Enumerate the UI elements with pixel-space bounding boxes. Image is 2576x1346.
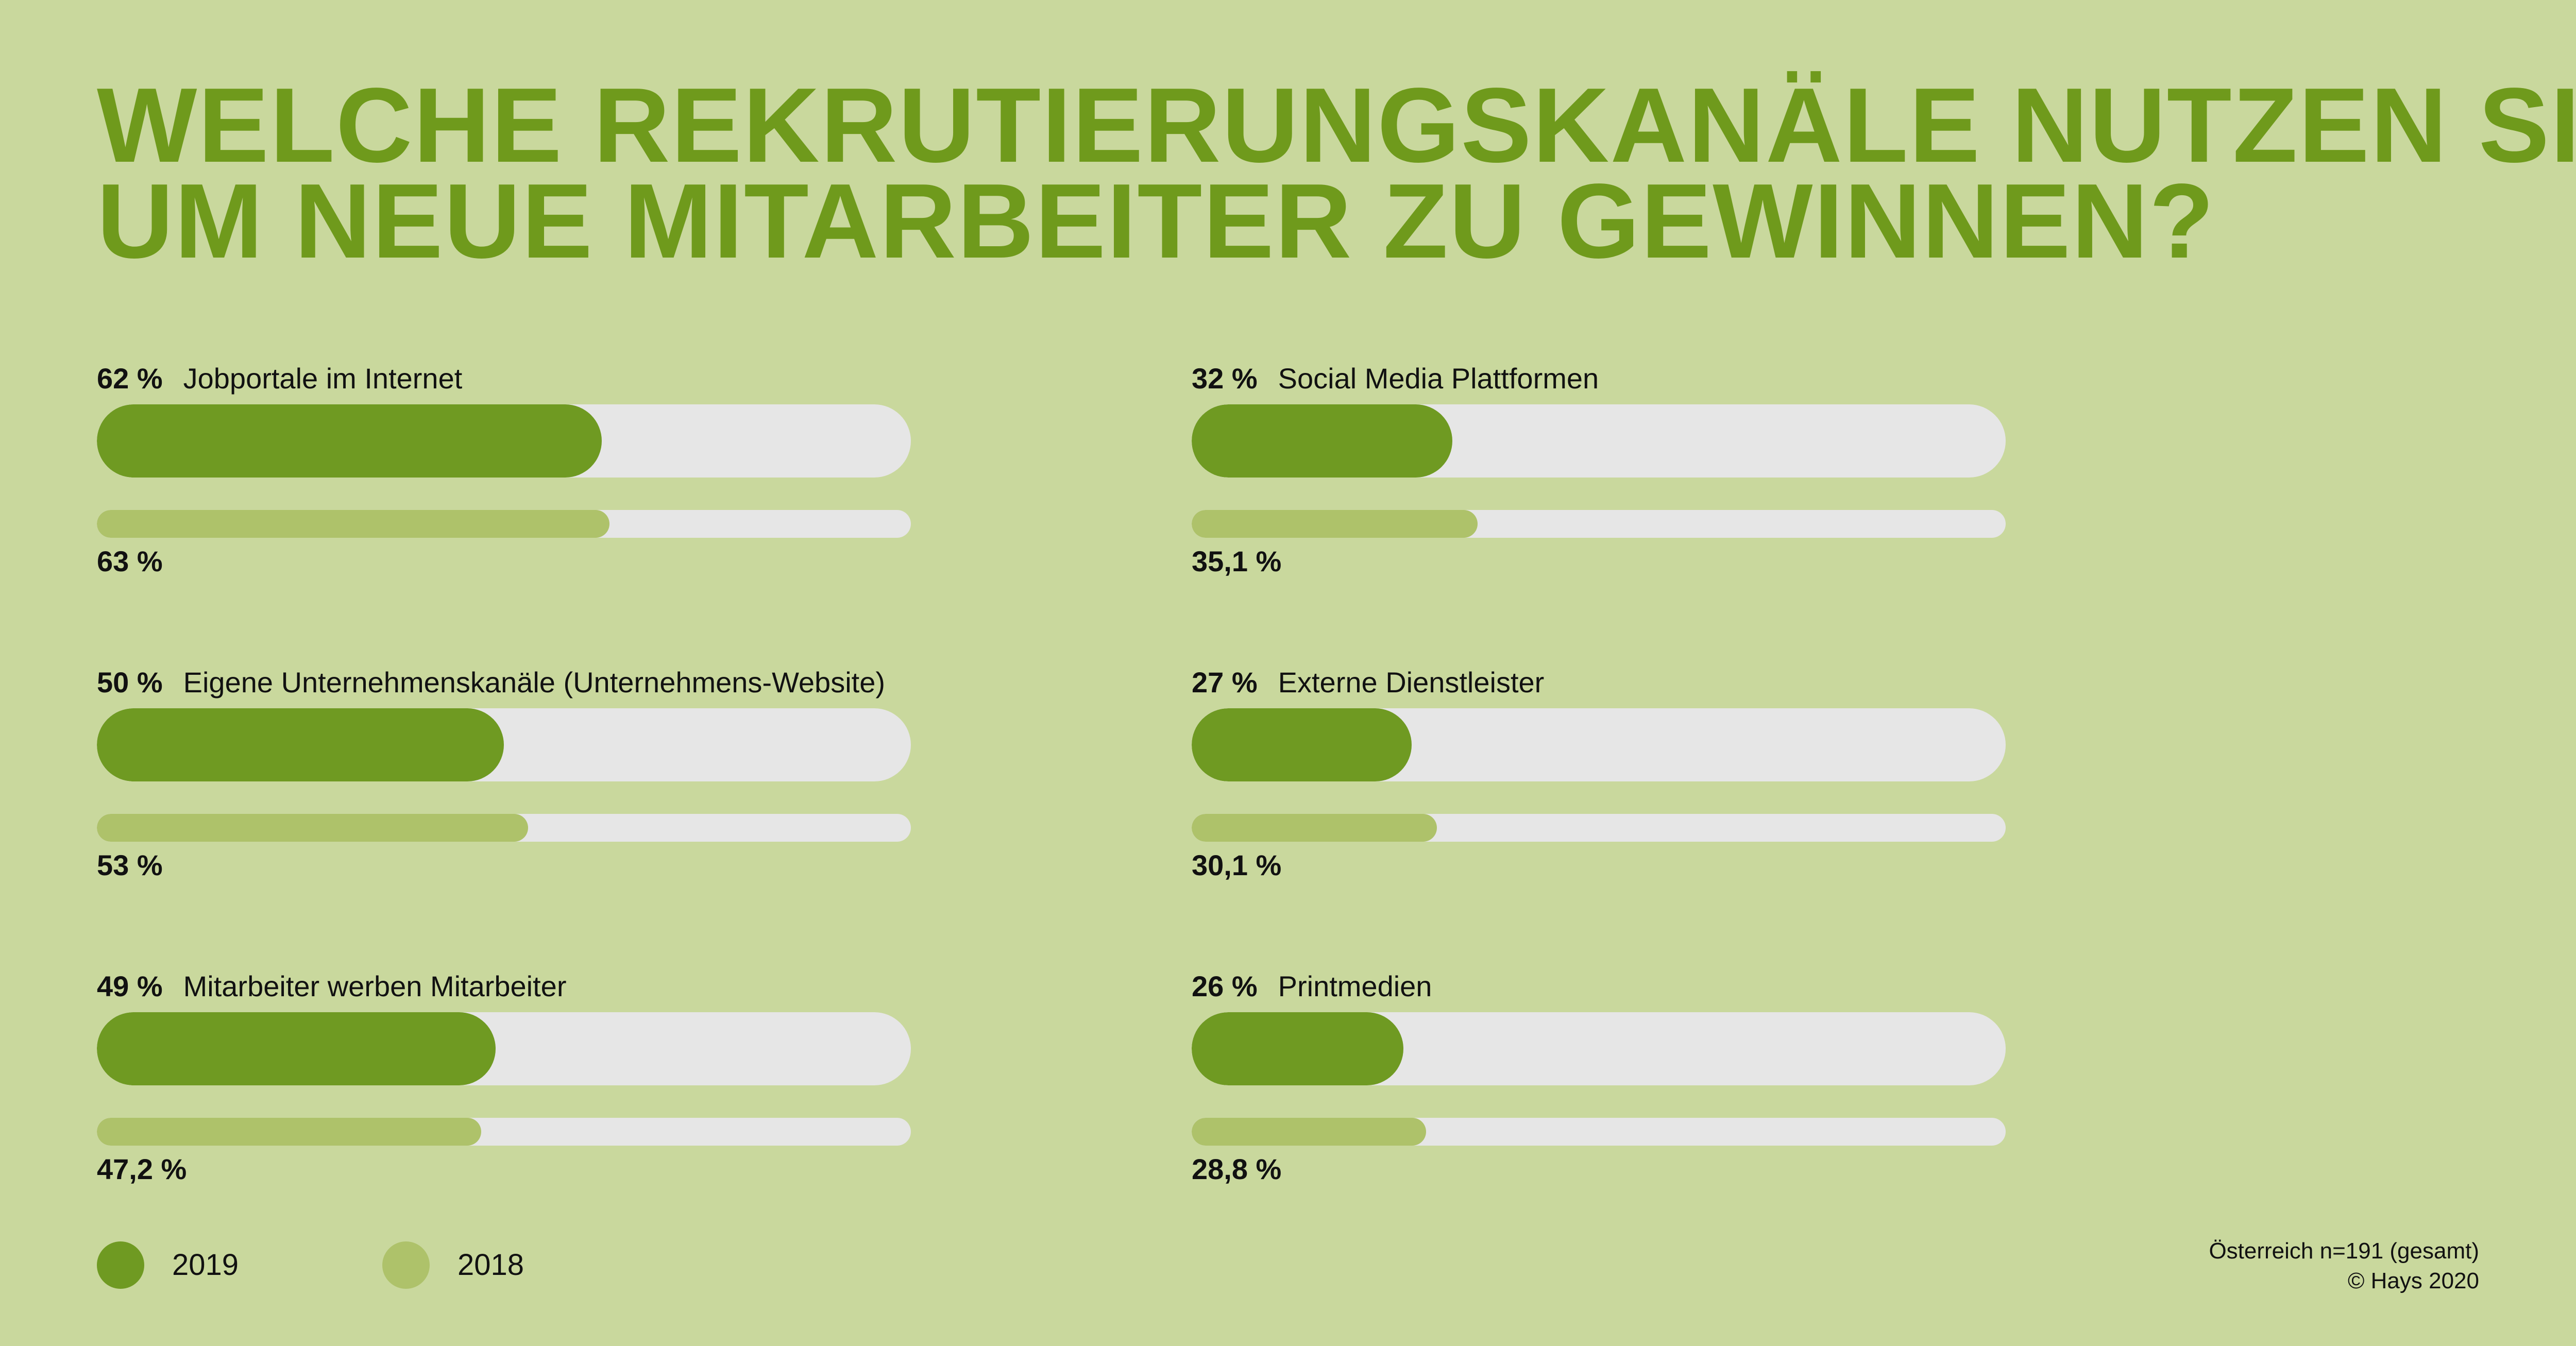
bar-group-5: 27 % Externe Dienstleister 30,1 % — [1192, 665, 2006, 901]
bar-2018 — [1192, 510, 1478, 538]
bar-heading: 62 % Jobportale im Internet — [97, 361, 462, 397]
legend-item-2018: 2018 — [382, 1241, 524, 1289]
chart-title-line-2: UM NEUE MITARBEITER ZU GEWINNEN? — [97, 162, 2215, 280]
data-label-2018: 53 % — [97, 849, 163, 881]
bar-heading: 32 % Social Media Plattformen — [1192, 361, 1599, 397]
bar-group-3: 49 % Mitarbeiter werben Mitarbeiter 47,2 % — [97, 968, 911, 1205]
legend-item-2019: 2019 — [97, 1241, 239, 1289]
category-label: Social Media Plattformen — [1278, 362, 1599, 395]
bar-2018 — [1192, 814, 1437, 842]
bar-track-2018 — [1192, 510, 2006, 538]
bar-2018 — [97, 510, 609, 538]
bar-group-6: 26 % Printmedien 28,8 % — [1192, 968, 2006, 1205]
data-label-2018: 28,8 % — [1192, 1153, 1282, 1185]
bar-track-2018 — [97, 1118, 911, 1146]
bar-track-2019 — [97, 1012, 911, 1085]
bar-2018 — [97, 1118, 481, 1146]
category-label: Jobportale im Internet — [183, 362, 463, 395]
legend-label-2019: 2019 — [172, 1248, 239, 1282]
bar-2018 — [97, 814, 528, 842]
bar-track-2018 — [1192, 1118, 2006, 1146]
bar-2019 — [97, 404, 602, 478]
bar-track-2018 — [97, 814, 911, 842]
data-label-2019: 26 % — [1192, 970, 1258, 1002]
bar-2018 — [1192, 1118, 1426, 1146]
legend-swatch-2019 — [97, 1241, 144, 1289]
bar-track-2018 — [1192, 814, 2006, 842]
data-label-2019: 62 % — [97, 362, 163, 395]
bar-track-2019 — [1192, 1012, 2006, 1085]
data-label-2019: 50 % — [97, 666, 163, 698]
bar-2019 — [97, 1012, 496, 1085]
bar-heading: 27 % Externe Dienstleister — [1192, 665, 1544, 701]
bar-track-2019 — [1192, 708, 2006, 781]
data-label-2019: 32 % — [1192, 362, 1258, 395]
footnote: Österreich n=191 (gesamt) © Hays 2020 — [2209, 1236, 2479, 1296]
bar-track-2019 — [1192, 404, 2006, 478]
footnote-sample: Österreich n=191 (gesamt) — [2209, 1238, 2479, 1264]
bar-2019 — [97, 708, 504, 781]
bar-group-1: 62 % Jobportale im Internet 63 % — [97, 361, 911, 598]
category-label: Printmedien — [1278, 970, 1432, 1002]
bar-track-2019 — [97, 404, 911, 478]
data-label-2019: 27 % — [1192, 666, 1258, 698]
category-label: Eigene Unternehmenskanäle (Unternehmens-… — [183, 666, 885, 698]
data-label-2018: 35,1 % — [1192, 545, 1282, 577]
bar-2019 — [1192, 404, 1452, 478]
legend-label-2018: 2018 — [457, 1248, 524, 1282]
bar-group-2: 50 % Eigene Unternehmenskanäle (Unternehm… — [97, 665, 911, 901]
data-label-2018: 63 % — [97, 545, 163, 577]
bar-heading: 49 % Mitarbeiter werben Mitarbeiter — [97, 968, 566, 1004]
bar-heading: 26 % Printmedien — [1192, 968, 1432, 1004]
category-label: Externe Dienstleister — [1278, 666, 1545, 698]
data-label-2018: 30,1 % — [1192, 849, 1282, 881]
data-label-2019: 49 % — [97, 970, 163, 1002]
bar-2019 — [1192, 708, 1412, 781]
bar-track-2019 — [97, 708, 911, 781]
bar-2019 — [1192, 1012, 1403, 1085]
bar-heading: 50 % Eigene Unternehmenskanäle (Unternehm… — [97, 665, 885, 701]
chart-title-line-1: WELCHE REKRUTIERUNGSKANÄLE NUTZEN SIE, — [97, 66, 2576, 184]
footnote-copyright: © Hays 2020 — [2348, 1268, 2479, 1293]
data-label-2018: 47,2 % — [97, 1153, 187, 1185]
bar-track-2018 — [97, 510, 911, 538]
legend-swatch-2018 — [382, 1241, 430, 1289]
bar-group-4: 32 % Social Media Plattformen 35,1 % — [1192, 361, 2006, 598]
category-label: Mitarbeiter werben Mitarbeiter — [183, 970, 567, 1002]
chart-title: WELCHE REKRUTIERUNGSKANÄLE NUTZEN SIE, U… — [97, 66, 2576, 280]
